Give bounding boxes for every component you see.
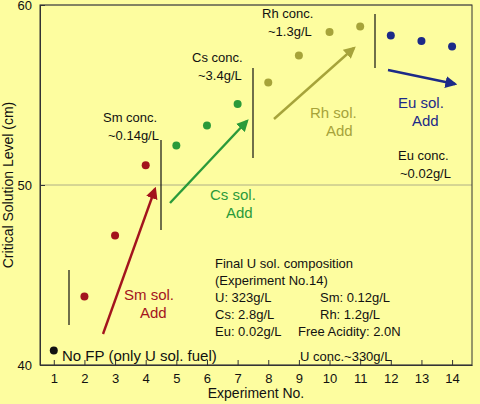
y-axis-title: Critical Solution Level (cm): [0, 102, 16, 269]
data-point: [448, 42, 456, 50]
x-tick-mark: [238, 360, 239, 365]
y-tick: 50: [18, 178, 45, 193]
data-point: [326, 28, 334, 36]
x-tick: 8: [265, 360, 272, 386]
y-tick-label: 60: [18, 0, 32, 13]
x-tick-label: 13: [415, 371, 429, 386]
x-tick-label: 2: [81, 371, 88, 386]
data-point: [142, 161, 150, 169]
annotation: ~0.14g/L: [108, 128, 159, 143]
x-tick: 14: [445, 360, 459, 386]
data-point: [111, 231, 119, 239]
annotation: Cs conc.: [192, 50, 243, 65]
x-tick-label: 12: [384, 371, 398, 386]
x-tick-label: 14: [445, 371, 459, 386]
x-tick-label: 8: [265, 371, 272, 386]
y-tick-mark: [40, 365, 45, 366]
points: [50, 23, 456, 355]
x-axis-line: [41, 365, 473, 366]
annotation: ~3.4g/L: [198, 68, 242, 83]
separator: [160, 140, 161, 230]
x-tick-label: 9: [296, 371, 303, 386]
annotation: Rh conc.: [262, 6, 313, 21]
annotation: ~1.3g/L: [268, 24, 312, 39]
x-tick-label: 3: [112, 371, 119, 386]
separator: [374, 14, 375, 68]
annotation: Sm conc.: [103, 110, 157, 125]
x-tick-label: 5: [173, 371, 180, 386]
x-tick-mark: [268, 360, 269, 365]
x-tick-label: 11: [354, 371, 368, 386]
y-tick-label: 50: [18, 178, 32, 193]
separator: [68, 270, 69, 325]
data-point: [295, 51, 303, 59]
data-point: [417, 37, 425, 45]
data-point: [80, 293, 88, 301]
y-tick: 60: [18, 0, 45, 13]
annotation: Sm sol.: [124, 286, 174, 303]
annotation: Rh sol.: [310, 104, 357, 121]
y-axis: 40 50 60: [18, 0, 45, 373]
annotation: Cs sol.: [210, 186, 256, 203]
data-point: [387, 32, 395, 40]
annotation: U: 323g/L: [215, 290, 271, 305]
annotation: Add: [412, 112, 439, 129]
annotations: No FP (only U sol. fuel) U conc.~330g/L Sm…: [62, 6, 451, 364]
data-point: [264, 78, 272, 86]
annotation: Cs: 2.8g/L: [215, 307, 274, 322]
data-point: [234, 100, 242, 108]
annotation: Add: [326, 122, 353, 139]
annotation: Free Acidity: 2.0N: [298, 324, 401, 339]
annotation: Sm: 0.12g/L: [320, 290, 390, 305]
x-tick-mark: [421, 360, 422, 365]
annotation: U conc.~330g/L: [300, 349, 391, 364]
annotation-shapes: [69, 14, 455, 334]
x-tick-label: 7: [234, 371, 241, 386]
data-point: [50, 347, 58, 355]
grid: [40, 5, 472, 365]
x-tick-label: 1: [51, 371, 58, 386]
y-tick-mark: [40, 185, 45, 186]
x-tick-label: 6: [204, 371, 211, 386]
data-point: [356, 23, 364, 31]
y-tick: 40: [18, 358, 45, 373]
annotation: Eu sol.: [398, 94, 444, 111]
x-axis-title: Experiment No.: [208, 385, 304, 401]
x-tick-mark: [54, 360, 55, 365]
y-tick-mark: [40, 5, 45, 6]
grid-line: [40, 185, 472, 186]
x-tick: 1: [51, 360, 58, 386]
data-point: [172, 141, 180, 149]
y-tick-label: 40: [18, 358, 32, 373]
plot-frame: [40, 5, 472, 365]
x-tick-mark: [452, 360, 453, 365]
x-tick: 13: [415, 360, 429, 386]
annotation: (Experiment No.14): [215, 273, 328, 288]
annotation: Rh: 1.2g/L: [320, 307, 380, 322]
arrow: [388, 70, 455, 84]
x-tick-label: 4: [143, 371, 150, 386]
x-tick-label: 10: [323, 371, 337, 386]
annotation: Final U sol. composition: [215, 256, 353, 271]
background: [0, 0, 480, 404]
annotation: Add: [140, 304, 167, 321]
annotation: Eu: 0.02g/L: [215, 324, 282, 339]
annotation: Eu conc.: [398, 148, 449, 163]
chart: 1234567891011121314405060Experiment No.C…: [0, 0, 480, 404]
annotation: No FP (only U sol. fuel): [62, 347, 217, 364]
separator: [252, 68, 253, 158]
x-tick: 7: [234, 360, 241, 386]
data-point: [203, 122, 211, 130]
annotation: Add: [226, 204, 253, 221]
annotation: ~0.02g/L: [400, 166, 451, 181]
